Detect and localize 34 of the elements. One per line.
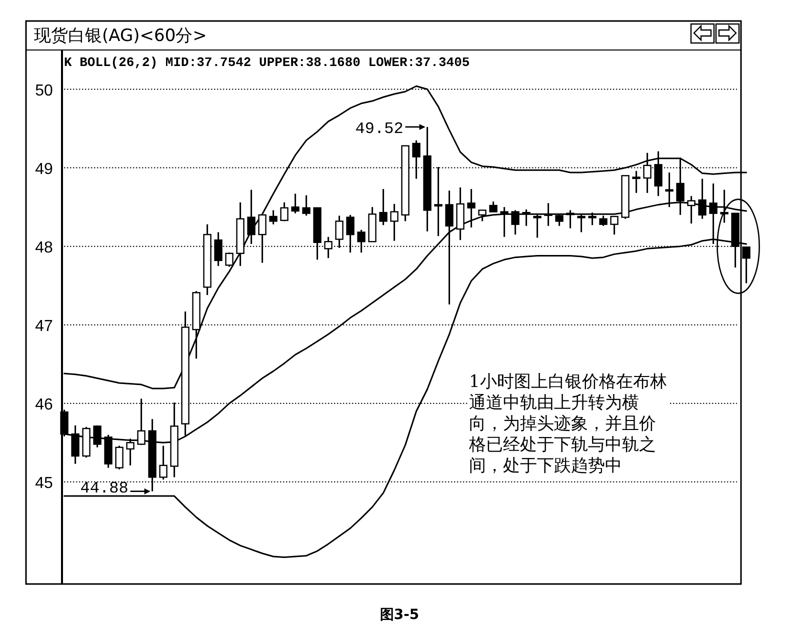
candlestick [280,202,288,222]
caption: 图3-5 [378,606,420,624]
candlestick [511,209,520,236]
candlestick [247,189,256,245]
candlestick [555,214,564,227]
candlestick [566,209,574,230]
candlestick [588,212,596,226]
candlestick [610,216,618,236]
candlestick [159,445,168,480]
candlestick [478,209,486,222]
y-tick-label: 48 [35,239,53,256]
chart-title: 现货白银(AG)<60分> [34,26,207,46]
annotation: 44.88 [80,479,128,498]
candlestick [291,192,300,214]
chart-subtitle: K BOLL(26,2) MID:37.7542 UPPER:38.1680 LOWER:37.3405 [64,55,470,70]
y-tick-label: 46 [35,396,53,414]
candlestick [577,213,586,233]
candlestick [632,170,640,194]
candlestick [115,445,124,470]
y-tick-label: 47 [35,318,53,335]
candlestick [599,214,608,227]
y-tick-label: 50 [35,82,53,100]
candlestick [500,206,508,238]
annotation: 49.52 [355,120,404,138]
candlestick [533,213,542,238]
candlestick [522,208,530,227]
y-tick-label: 49 [35,160,53,178]
candlestick [302,194,310,216]
candlestick [379,188,388,226]
candlestick [225,252,234,268]
candlestick [390,203,398,242]
candlestick [269,209,278,226]
y-tick-label: 45 [35,474,53,492]
annotation: 1小时图上白银价格在布林通道中轨由上升转为横向，为掉头迹象，并且价格已经处于下轨与中轨之间，处于下跌趋势中 [469,372,669,477]
